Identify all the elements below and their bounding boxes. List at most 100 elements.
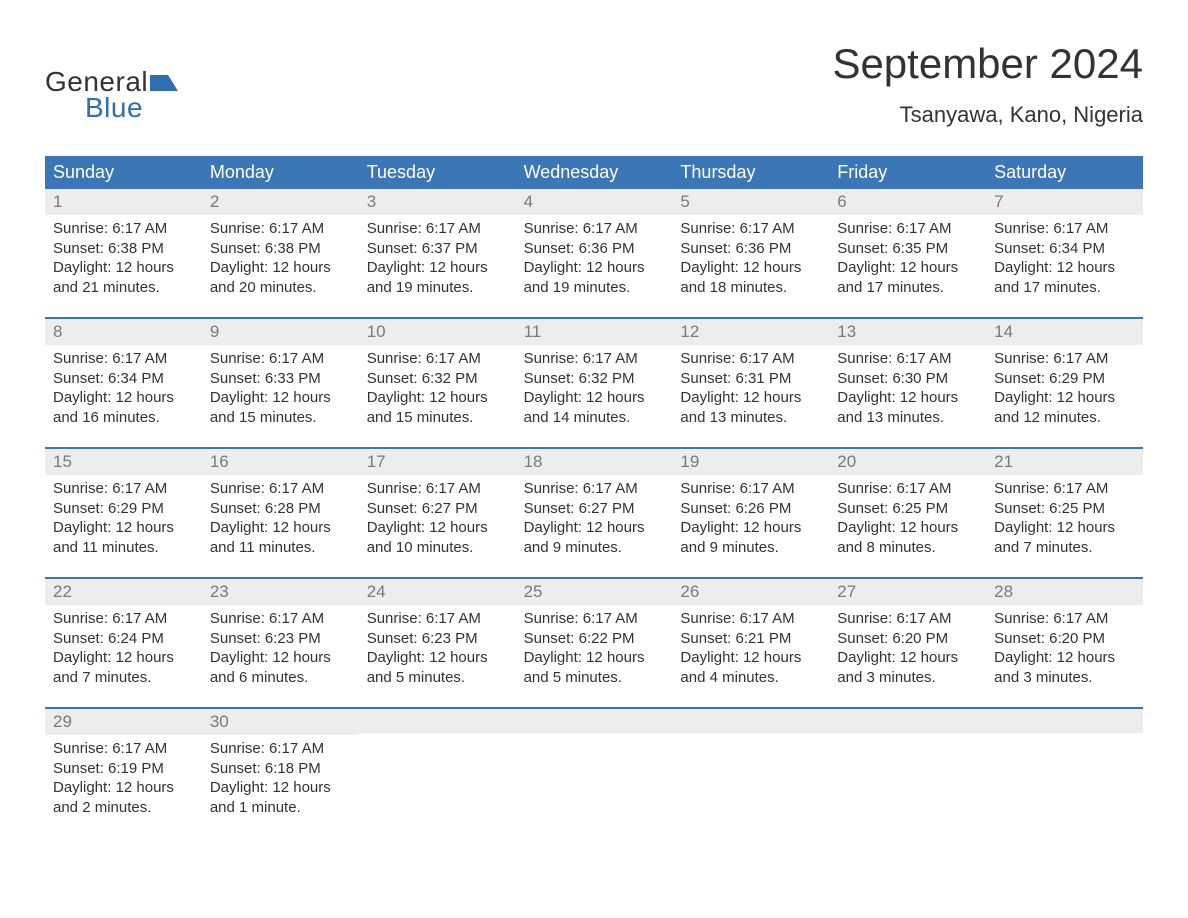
day-cell: 5Sunrise: 6:17 AMSunset: 6:36 PMDaylight… bbox=[672, 189, 829, 299]
day-sunset: Sunset: 6:31 PM bbox=[680, 369, 821, 389]
day-number-row: 23 bbox=[202, 579, 359, 605]
weekday-saturday: Saturday bbox=[986, 156, 1143, 189]
day-number-row: 11 bbox=[516, 319, 673, 345]
day-number: 20 bbox=[837, 452, 856, 471]
day-number-row: 2 bbox=[202, 189, 359, 215]
day-cell: 11Sunrise: 6:17 AMSunset: 6:32 PMDayligh… bbox=[516, 319, 673, 429]
day-sunset: Sunset: 6:26 PM bbox=[680, 499, 821, 519]
day-sunrise: Sunrise: 6:17 AM bbox=[837, 349, 978, 369]
day-number-row: 16 bbox=[202, 449, 359, 475]
day-daylight2: and 15 minutes. bbox=[367, 408, 508, 428]
weekday-wednesday: Wednesday bbox=[516, 156, 673, 189]
day-sunrise: Sunrise: 6:17 AM bbox=[524, 219, 665, 239]
day-cell: 21Sunrise: 6:17 AMSunset: 6:25 PMDayligh… bbox=[986, 449, 1143, 559]
day-sunrise: Sunrise: 6:17 AM bbox=[524, 609, 665, 629]
day-body bbox=[672, 733, 829, 743]
day-cell: 30Sunrise: 6:17 AMSunset: 6:18 PMDayligh… bbox=[202, 709, 359, 819]
day-sunset: Sunset: 6:34 PM bbox=[53, 369, 194, 389]
day-number: 28 bbox=[994, 582, 1013, 601]
day-number-row bbox=[516, 709, 673, 733]
day-sunset: Sunset: 6:36 PM bbox=[680, 239, 821, 259]
day-number: 1 bbox=[53, 192, 62, 211]
day-cell: 7Sunrise: 6:17 AMSunset: 6:34 PMDaylight… bbox=[986, 189, 1143, 299]
day-daylight1: Daylight: 12 hours bbox=[680, 518, 821, 538]
day-body: Sunrise: 6:17 AMSunset: 6:20 PMDaylight:… bbox=[829, 605, 986, 689]
day-number-row: 20 bbox=[829, 449, 986, 475]
day-daylight2: and 4 minutes. bbox=[680, 668, 821, 688]
day-body: Sunrise: 6:17 AMSunset: 6:20 PMDaylight:… bbox=[986, 605, 1143, 689]
day-sunrise: Sunrise: 6:17 AM bbox=[994, 219, 1135, 239]
day-daylight1: Daylight: 12 hours bbox=[837, 518, 978, 538]
day-daylight1: Daylight: 12 hours bbox=[994, 648, 1135, 668]
week-row: 29Sunrise: 6:17 AMSunset: 6:19 PMDayligh… bbox=[45, 707, 1143, 819]
day-number: 26 bbox=[680, 582, 699, 601]
day-body: Sunrise: 6:17 AMSunset: 6:31 PMDaylight:… bbox=[672, 345, 829, 429]
day-sunrise: Sunrise: 6:17 AM bbox=[837, 609, 978, 629]
day-body: Sunrise: 6:17 AMSunset: 6:24 PMDaylight:… bbox=[45, 605, 202, 689]
flag-icon bbox=[150, 73, 178, 91]
day-cell: 23Sunrise: 6:17 AMSunset: 6:23 PMDayligh… bbox=[202, 579, 359, 689]
day-number-row: 25 bbox=[516, 579, 673, 605]
day-daylight2: and 11 minutes. bbox=[53, 538, 194, 558]
day-number: 15 bbox=[53, 452, 72, 471]
day-sunrise: Sunrise: 6:17 AM bbox=[524, 349, 665, 369]
day-sunset: Sunset: 6:27 PM bbox=[367, 499, 508, 519]
day-daylight1: Daylight: 12 hours bbox=[53, 648, 194, 668]
day-number: 16 bbox=[210, 452, 229, 471]
week-row: 15Sunrise: 6:17 AMSunset: 6:29 PMDayligh… bbox=[45, 447, 1143, 559]
day-daylight2: and 19 minutes. bbox=[367, 278, 508, 298]
day-daylight2: and 13 minutes. bbox=[837, 408, 978, 428]
day-number-row: 26 bbox=[672, 579, 829, 605]
day-cell bbox=[359, 709, 516, 819]
day-daylight1: Daylight: 12 hours bbox=[524, 648, 665, 668]
day-daylight2: and 19 minutes. bbox=[524, 278, 665, 298]
day-daylight2: and 3 minutes. bbox=[994, 668, 1135, 688]
day-sunset: Sunset: 6:25 PM bbox=[994, 499, 1135, 519]
day-daylight2: and 8 minutes. bbox=[837, 538, 978, 558]
day-number: 13 bbox=[837, 322, 856, 341]
week-row: 22Sunrise: 6:17 AMSunset: 6:24 PMDayligh… bbox=[45, 577, 1143, 689]
day-daylight1: Daylight: 12 hours bbox=[680, 648, 821, 668]
logo-text-blue: Blue bbox=[85, 92, 143, 124]
day-cell: 2Sunrise: 6:17 AMSunset: 6:38 PMDaylight… bbox=[202, 189, 359, 299]
day-daylight2: and 1 minute. bbox=[210, 798, 351, 818]
day-number-row bbox=[986, 709, 1143, 733]
day-body: Sunrise: 6:17 AMSunset: 6:34 PMDaylight:… bbox=[986, 215, 1143, 299]
day-number-row: 8 bbox=[45, 319, 202, 345]
day-number-row: 5 bbox=[672, 189, 829, 215]
day-sunrise: Sunrise: 6:17 AM bbox=[994, 609, 1135, 629]
day-cell: 17Sunrise: 6:17 AMSunset: 6:27 PMDayligh… bbox=[359, 449, 516, 559]
day-body: Sunrise: 6:17 AMSunset: 6:32 PMDaylight:… bbox=[359, 345, 516, 429]
day-sunrise: Sunrise: 6:17 AM bbox=[680, 219, 821, 239]
day-number-row: 18 bbox=[516, 449, 673, 475]
day-sunset: Sunset: 6:19 PM bbox=[53, 759, 194, 779]
day-cell bbox=[672, 709, 829, 819]
day-daylight2: and 17 minutes. bbox=[994, 278, 1135, 298]
week-row: 8 Sunrise: 6:17 AM Sunset: 6:34 PM Daylight… bbox=[45, 317, 1143, 429]
day-daylight2: and 5 minutes. bbox=[524, 668, 665, 688]
day-body: Sunrise: 6:17 AMSunset: 6:18 PMDaylight:… bbox=[202, 735, 359, 819]
day-sunset: Sunset: 6:20 PM bbox=[837, 629, 978, 649]
day-sunrise: Sunrise: 6:17 AM bbox=[367, 219, 508, 239]
day-sunset: Sunset: 6:25 PM bbox=[837, 499, 978, 519]
day-cell: 25 Sunrise: 6:17 AMSunset: 6:22 PMDayligh… bbox=[516, 579, 673, 689]
day-sunset: Sunset: 6:33 PM bbox=[210, 369, 351, 389]
day-sunrise: Sunrise: 6:17 AM bbox=[367, 349, 508, 369]
day-daylight1: Daylight: 12 hours bbox=[994, 388, 1135, 408]
day-number: 25 bbox=[524, 582, 543, 601]
day-sunset: Sunset: 6:35 PM bbox=[837, 239, 978, 259]
day-body: Sunrise: 6:17 AMSunset: 6:30 PMDaylight:… bbox=[829, 345, 986, 429]
day-sunrise: Sunrise: 6:17 AM bbox=[53, 219, 194, 239]
day-body: Sunrise: 6:17 AMSunset: 6:25 PMDaylight:… bbox=[986, 475, 1143, 559]
day-body: Sunrise: 6:17 AMSunset: 6:38 PMDaylight:… bbox=[45, 215, 202, 299]
day-sunset: Sunset: 6:22 PM bbox=[524, 629, 665, 649]
day-sunset: Sunset: 6:34 PM bbox=[994, 239, 1135, 259]
day-body: Sunrise: 6:17 AMSunset: 6:27 PMDaylight:… bbox=[516, 475, 673, 559]
day-daylight2: and 17 minutes. bbox=[837, 278, 978, 298]
day-body: Sunrise: 6:17 AMSunset: 6:26 PMDaylight:… bbox=[672, 475, 829, 559]
weekday-thursday: Thursday bbox=[672, 156, 829, 189]
day-daylight1: Daylight: 12 hours bbox=[210, 518, 351, 538]
day-cell: 6Sunrise: 6:17 AMSunset: 6:35 PMDaylight… bbox=[829, 189, 986, 299]
day-sunrise: Sunrise: 6:17 AM bbox=[367, 609, 508, 629]
day-number-row: 6 bbox=[829, 189, 986, 215]
